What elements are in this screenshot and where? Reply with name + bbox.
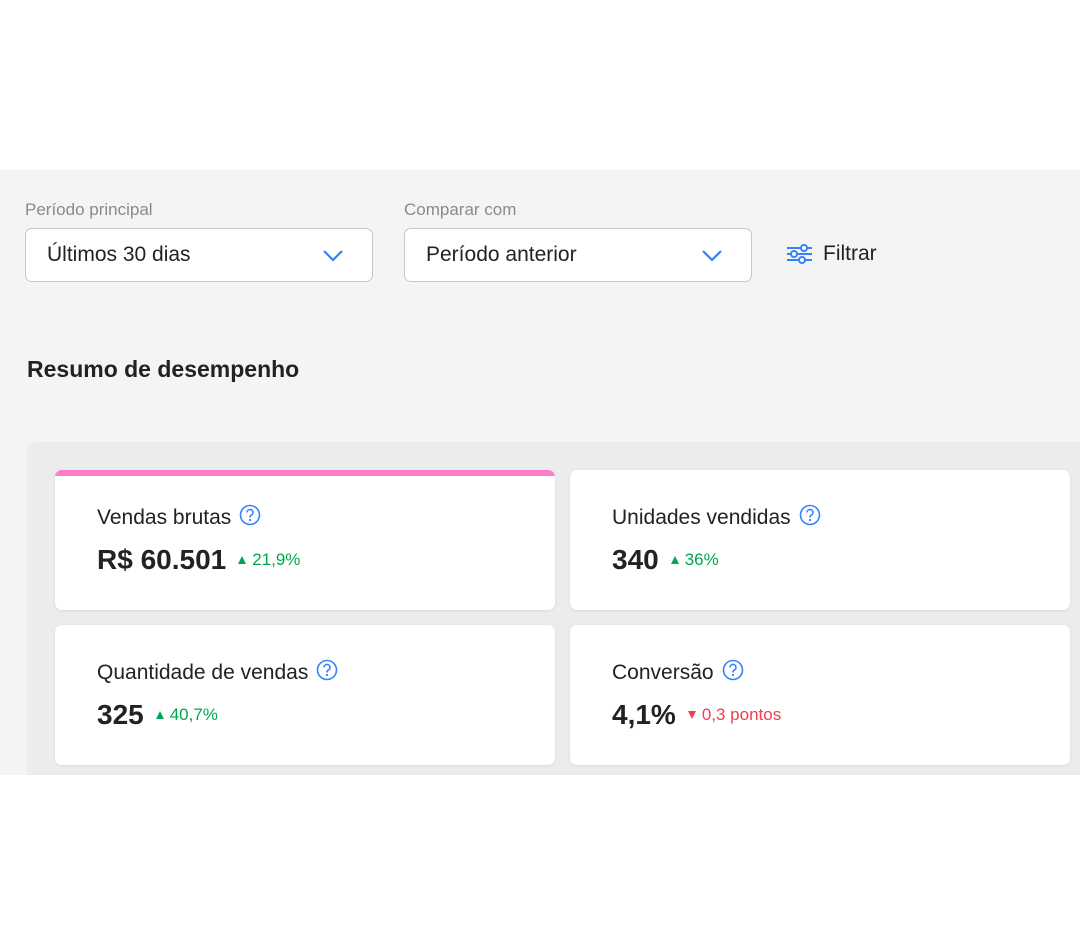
metric-name-row: Unidades vendidas <box>612 504 821 532</box>
compare-select[interactable]: Período anterior <box>404 228 752 282</box>
metric-change: 36% <box>670 550 719 570</box>
period-select[interactable]: Últimos 30 dias <box>25 228 373 282</box>
filter-label: Comparar com <box>404 200 517 219</box>
filter-icon <box>787 244 812 264</box>
metric-name-row: Quantidade de vendas <box>97 659 338 687</box>
metric-name: Conversão <box>612 661 714 684</box>
metric-name: Unidades vendidas <box>612 506 791 529</box>
metric-card: Conversão 4,1% 0,3 pontos <box>570 625 1070 765</box>
help-icon[interactable] <box>722 659 744 687</box>
change-value: 40,7% <box>169 705 218 724</box>
help-icon[interactable] <box>799 504 821 532</box>
metric-value-row: 340 36% <box>612 544 719 576</box>
metric-value: R$ 60.501 <box>97 544 227 575</box>
trend-arrow <box>670 556 679 564</box>
dashboard-panel: Período principal Últimos 30 dias Compar… <box>0 170 1080 775</box>
chevron <box>702 250 722 262</box>
trend-arrow <box>687 711 696 719</box>
metric-change: 40,7% <box>155 705 218 725</box>
help-icon[interactable] <box>316 659 338 687</box>
change-value: 36% <box>684 550 719 569</box>
select-value: Últimos 30 dias <box>47 243 191 266</box>
metric-card: Vendas brutas R$ 60.501 21,9% <box>55 470 555 610</box>
section-title: Resumo de desempenho <box>27 356 300 382</box>
metric-name: Vendas brutas <box>97 506 232 529</box>
metric-value: 325 <box>97 699 144 730</box>
help-icon[interactable] <box>239 504 261 532</box>
filter-label: Período principal <box>25 200 153 219</box>
metric-value: 340 <box>612 544 659 575</box>
metric-name-row: Vendas brutas <box>97 504 261 532</box>
change-value: 0,3 pontos <box>701 705 782 724</box>
trend-arrow <box>238 556 247 564</box>
metric-value: 4,1% <box>612 699 676 730</box>
metric-change: 0,3 pontos <box>687 705 782 725</box>
change-value: 21,9% <box>252 550 301 569</box>
metric-value-row: 4,1% 0,3 pontos <box>612 699 781 731</box>
metric-value-row: 325 40,7% <box>97 699 218 731</box>
chevron <box>323 250 343 262</box>
metrics-grid: Vendas brutas R$ 60.501 21,9% Unidades ven… <box>27 442 1080 775</box>
metric-name: Quantidade de vendas <box>97 661 309 684</box>
metric-name-row: Conversão <box>612 659 744 687</box>
trend-arrow <box>155 711 164 719</box>
metric-card: Unidades vendidas 340 36% <box>570 470 1070 610</box>
metric-change: 21,9% <box>238 550 300 570</box>
filter-button[interactable]: Filtrar <box>786 242 877 266</box>
metric-value-row: R$ 60.501 21,9% <box>97 544 300 576</box>
select-value: Período anterior <box>426 243 577 266</box>
selected-bar <box>55 470 555 476</box>
metric-card: Quantidade de vendas 325 40,7% <box>55 625 555 765</box>
filter-button-label: Filtrar <box>823 242 877 265</box>
